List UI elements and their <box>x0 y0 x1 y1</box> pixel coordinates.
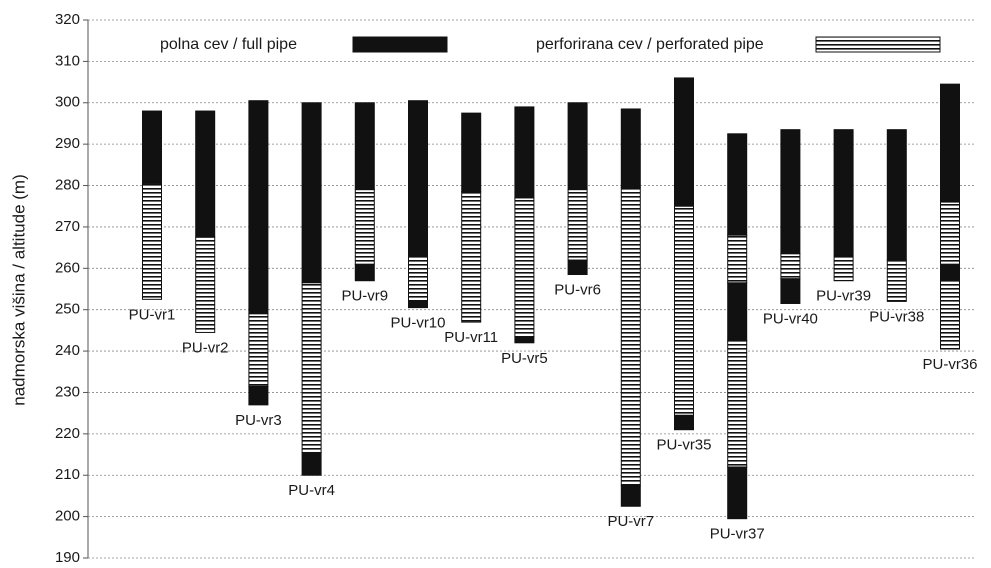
perforated-segment <box>567 189 588 261</box>
y-tick-label: 310 <box>55 52 80 69</box>
perforated-segment <box>142 182 162 300</box>
full-segment <box>514 336 535 344</box>
full-segment <box>248 100 269 315</box>
full-segment <box>940 263 960 282</box>
y-tick-label: 320 <box>55 11 80 28</box>
full-segment <box>620 485 641 507</box>
full-segment <box>833 129 854 257</box>
full-segment <box>886 129 907 261</box>
perforated-segment <box>248 313 269 387</box>
well-label: PU-vr10 <box>390 315 445 332</box>
well-label: PU-vr4 <box>288 482 335 499</box>
perforated-segment <box>408 255 428 302</box>
y-axis-label: nadmorska višina / altitude (m) <box>9 174 28 405</box>
full-segment <box>142 110 162 184</box>
full-segment <box>408 100 428 257</box>
full-segment <box>567 259 588 276</box>
y-tick-label: 210 <box>55 466 80 483</box>
y-tick-label: 230 <box>55 383 80 400</box>
full-segment <box>248 385 269 406</box>
full-segment <box>780 129 801 255</box>
well-label: PU-vr35 <box>656 437 711 454</box>
perforated-segment <box>886 259 907 302</box>
well-label: PU-vr7 <box>607 513 654 530</box>
legend-swatch <box>352 36 448 53</box>
full-segment <box>674 77 694 207</box>
full-segment <box>195 110 216 238</box>
perforated-segment <box>354 189 375 265</box>
perforated-segment <box>301 282 322 453</box>
perforated-segment <box>727 234 748 284</box>
well-label: PU-vr37 <box>710 526 765 543</box>
y-tick-label: 190 <box>55 549 80 563</box>
full-segment <box>408 300 428 309</box>
well-label: PU-vr5 <box>501 350 548 367</box>
full-segment <box>727 133 748 236</box>
well-label: PU-vr2 <box>182 339 229 356</box>
perforated-segment <box>940 280 960 350</box>
full-segment <box>354 102 375 191</box>
perforated-segment <box>674 205 694 416</box>
y-tick-label: 240 <box>55 342 80 359</box>
full-segment <box>727 466 748 520</box>
perforated-segment <box>514 197 535 338</box>
well-label: PU-vr36 <box>922 356 977 373</box>
full-segment <box>780 278 801 304</box>
y-tick-label: 250 <box>55 301 80 318</box>
well-label: PU-vr38 <box>869 308 924 325</box>
y-tick-label: 300 <box>55 94 80 111</box>
y-tick-label: 270 <box>55 218 80 235</box>
well-label: PU-vr40 <box>763 310 818 327</box>
full-segment <box>354 263 375 282</box>
full-segment <box>461 112 482 193</box>
well-label: PU-vr3 <box>235 412 282 429</box>
perforated-segment <box>727 340 748 468</box>
full-segment <box>940 83 960 203</box>
legend-label: perforirana cev / perforated pipe <box>536 36 764 53</box>
perforated-segment <box>940 201 960 265</box>
full-segment <box>301 102 322 284</box>
y-tick-label: 290 <box>55 135 80 152</box>
perforated-segment <box>833 255 854 282</box>
y-tick-label: 280 <box>55 177 80 194</box>
y-tick-label: 260 <box>55 259 80 276</box>
perforated-segment <box>780 253 801 280</box>
well-label: PU-vr39 <box>816 288 871 305</box>
full-segment <box>301 451 322 476</box>
perforated-segment <box>620 187 641 487</box>
legend-label: polna cev / full pipe <box>160 36 297 53</box>
well-label: PU-vr6 <box>554 281 601 298</box>
well-label: PU-vr11 <box>444 329 498 346</box>
perforated-segment <box>461 191 482 323</box>
full-segment <box>674 414 694 431</box>
well-label: PU-vr1 <box>129 306 176 323</box>
well-label: PU-vr9 <box>341 288 388 305</box>
full-segment <box>567 102 588 191</box>
y-tick-label: 220 <box>55 425 80 442</box>
perforated-segment <box>195 236 216 333</box>
full-segment <box>727 282 748 342</box>
y-tick-label: 200 <box>55 508 80 525</box>
legend-swatch <box>815 36 941 53</box>
full-segment <box>620 108 641 189</box>
full-segment <box>514 106 535 199</box>
